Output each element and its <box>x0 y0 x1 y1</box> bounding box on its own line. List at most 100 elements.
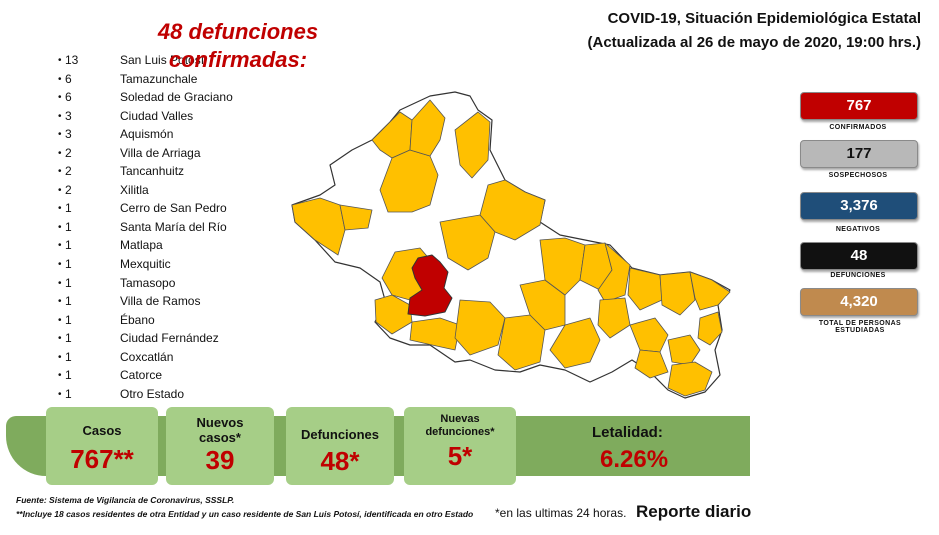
list-item: • 3 Ciudad Valles <box>58 108 194 123</box>
list-item: • 1 Mexquitic <box>58 257 171 272</box>
municipality-affected <box>409 317 461 351</box>
total-studied-count: 4,320 <box>840 293 878 310</box>
suspected-count: 177 <box>846 145 872 162</box>
report-date: (Actualizada al 26 de mayo de 2020, 19:0… <box>587 34 922 51</box>
death-count: 1 <box>65 368 72 383</box>
death-count: 1 <box>65 312 72 327</box>
municipality-affected <box>627 267 663 311</box>
death-count: 13 <box>65 53 79 67</box>
municipality-name: Otro Estado <box>120 386 185 401</box>
footnote-24h: *en las ultimas 24 horas. <box>495 506 627 520</box>
municipality-affected <box>339 204 373 231</box>
negative-count: 3,376 <box>840 197 878 214</box>
new-deaths-value: 5* <box>447 441 473 471</box>
municipality-name: Catorce <box>120 368 163 383</box>
municipality-affected <box>454 299 506 356</box>
death-count: 1 <box>65 219 72 234</box>
municipality-name: Tancanhuitz <box>120 164 185 179</box>
deaths-card: Defunciones 48* <box>286 407 394 485</box>
list-item: • 1 Matlapa <box>58 238 163 253</box>
death-count: 2 <box>65 164 72 179</box>
municipality-name: Xilitla <box>120 182 149 197</box>
municipality-name: Mexquitic <box>120 257 171 272</box>
municipality-affected <box>549 317 601 369</box>
list-item: • 1 Tamasopo <box>58 275 176 290</box>
municipality-affected <box>697 311 723 346</box>
municipality-name: Aquismón <box>120 127 174 142</box>
death-count: 1 <box>65 275 72 290</box>
death-count: 2 <box>65 145 72 160</box>
suspected-count-box: 177 <box>800 140 918 168</box>
municipality-name: Ciudad Fernández <box>120 331 219 346</box>
municipality-name: Coxcatlán <box>120 349 174 364</box>
list-item: • 2 Xilitla <box>58 182 149 197</box>
source-note: Fuente: Sistema de Vigilancia de Coronav… <box>16 495 235 505</box>
list-item: • 6 Soledad de Graciano <box>58 90 233 105</box>
death-count: 1 <box>65 331 72 346</box>
list-item: • 1 Catorce <box>58 368 163 383</box>
municipality-affected <box>667 334 701 366</box>
municipality-affected <box>659 271 696 316</box>
death-count: 6 <box>65 71 72 86</box>
list-item: • 6 Tamazunchale <box>58 71 198 86</box>
lethality-label: Letalidad: <box>592 424 663 441</box>
death-count: 1 <box>65 386 72 401</box>
municipality-name: Ébano <box>120 312 155 327</box>
death-count: 1 <box>65 201 72 216</box>
list-item: • 1 Cerro de San Pedro <box>58 201 227 216</box>
municipality-name: Cerro de San Pedro <box>120 201 227 216</box>
footnote: **Incluye 18 casos residentes de otra En… <box>16 509 474 519</box>
lethality-value: 6.26% <box>600 446 669 473</box>
cases-value: 767** <box>70 444 134 474</box>
cases-card: Casos 767** <box>46 407 158 485</box>
list-item: • 1 Ciudad Fernández <box>58 331 219 346</box>
new-deaths-card: Nuevas defunciones* 5* <box>404 407 516 485</box>
municipality-name: Soledad de Graciano <box>120 90 233 105</box>
new-cases-label: Nuevos casos* <box>196 415 244 445</box>
new-deaths-label: Nuevas defunciones* <box>425 413 495 438</box>
death-count: 1 <box>65 257 72 272</box>
municipality-capital <box>407 254 453 317</box>
new-cases-value: 39 <box>205 445 235 475</box>
municipality-affected <box>454 111 491 179</box>
list-item: • 1 Santa María del Río <box>58 219 227 234</box>
suspected-label: SOSPECHOSOS <box>828 172 888 179</box>
total-studied-label: TOTAL DE PERSONAS ESTUDIADAS <box>818 320 902 334</box>
municipality-affected <box>629 317 669 353</box>
deaths-label: DEFUNCIONES <box>830 272 886 279</box>
municipality-name: Villa de Arriaga <box>120 145 201 160</box>
state-municipality-map <box>291 91 731 399</box>
deaths-summary-label: Defunciones <box>300 427 379 442</box>
new-cases-card: Nuevos casos* 39 <box>166 407 274 485</box>
list-item: • 13 San Luis Potosí <box>58 53 205 67</box>
confirmed-count-box: 767 <box>800 92 918 120</box>
municipality-name: San Luis Potosí <box>120 53 205 67</box>
municipality-affected <box>291 197 346 256</box>
municipality-name: Villa de Ramos <box>120 294 201 309</box>
death-count: 6 <box>65 90 72 105</box>
headline: 48 defunciones confirmadas: <box>157 19 319 72</box>
municipality-affected <box>597 297 631 339</box>
deaths-count-box: 48 <box>800 242 918 270</box>
municipality-name: Tamasopo <box>120 275 176 290</box>
municipality-name: Santa María del Río <box>120 219 227 234</box>
deaths-by-municipality-list: • 13 San Luis Potosí • 6 Tamazunchale • 6 Sole… <box>52 52 262 404</box>
list-item: • 1 Coxcatlán <box>58 349 174 364</box>
deaths-count: 48 <box>850 247 868 264</box>
death-count: 3 <box>65 108 72 123</box>
cases-label: Casos <box>82 423 122 438</box>
municipality-affected <box>689 271 731 311</box>
negative-label: NEGATIVOS <box>835 226 881 233</box>
death-count: 1 <box>65 238 72 253</box>
municipality-affected <box>634 349 669 379</box>
list-item: • 1 Otro Estado <box>58 386 185 401</box>
list-item: • 1 Villa de Ramos <box>58 294 201 309</box>
daily-report-label: Reporte diario <box>636 502 752 521</box>
list-item: • 2 Tancanhuitz <box>58 164 185 179</box>
death-count: 3 <box>65 127 72 142</box>
report-title: COVID-19, Situación Epidemiológica Estat… <box>607 10 921 27</box>
municipality-name: Matlapa <box>120 238 163 253</box>
death-count: 2 <box>65 182 72 197</box>
municipality-name: Tamazunchale <box>120 71 198 86</box>
municipality-affected <box>409 99 446 157</box>
